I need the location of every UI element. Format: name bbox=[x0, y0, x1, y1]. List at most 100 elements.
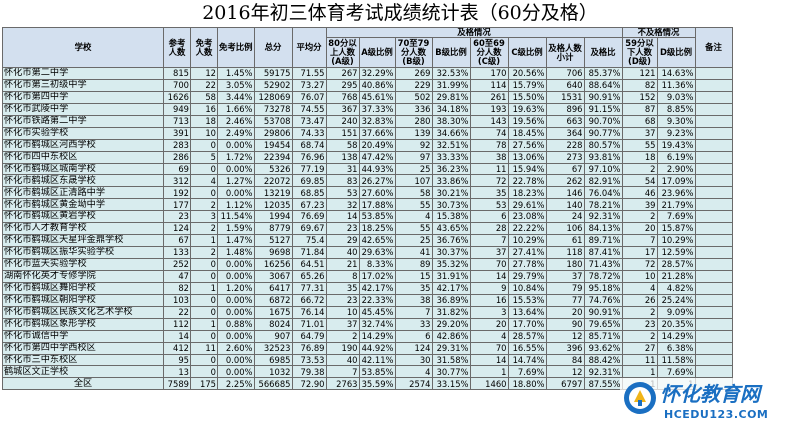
table-row: 怀化市蓝天实验学校 252 0 0.00% 16256 64.51 21 8.33% 89 35.… bbox=[2, 258, 733, 271]
table-row: 怀化市鹤城区民族文化艺术学校 22 0 0.00% 1675 76.14 10 45.45% 7… bbox=[2, 305, 733, 319]
cell-remark bbox=[694, 281, 733, 295]
cell-c-rate: 10.29% bbox=[507, 234, 547, 248]
cell-a-count: 58 bbox=[325, 138, 360, 152]
cell-average: 64.79 bbox=[291, 329, 327, 343]
cell-remark bbox=[694, 365, 733, 379]
cell-total-score: 6985 bbox=[253, 353, 293, 367]
cell-pass-subtotal: 20 bbox=[545, 305, 585, 319]
cell-d-rate: 19.43% bbox=[656, 138, 696, 152]
cell-exam-count: 82 bbox=[163, 281, 191, 295]
cell-a-rate: 32.74% bbox=[358, 317, 396, 331]
header-b-rate: B级比例 bbox=[431, 37, 471, 68]
cell-a-rate: 42.11% bbox=[358, 353, 396, 367]
cell-b-count: 124 bbox=[394, 341, 433, 355]
cell-b-count: 4 bbox=[394, 210, 433, 224]
cell-pass-rate: 92.31% bbox=[583, 365, 623, 379]
cell-remark bbox=[694, 150, 733, 164]
cell-c-count: 6 bbox=[469, 210, 509, 224]
cell-a-count: 21 bbox=[325, 258, 360, 271]
cell-exempt-count: 1 bbox=[190, 317, 218, 331]
cell-d-count: 10 bbox=[621, 269, 658, 283]
cell-average: 75.4 bbox=[291, 234, 327, 248]
cell-pass-rate: 79.65% bbox=[583, 317, 623, 331]
cell-d-count: 82 bbox=[621, 78, 658, 92]
cell-remark bbox=[694, 138, 733, 152]
cell-b-count: 41 bbox=[394, 246, 433, 259]
cell-remark bbox=[694, 174, 733, 188]
cell-average: 73.53 bbox=[291, 353, 327, 367]
cell-school: 怀化市第四中学 bbox=[2, 90, 164, 104]
cell-b-rate: 38.30% bbox=[431, 114, 471, 128]
cell-b-count: 336 bbox=[394, 102, 433, 116]
cell-d-rate: 23.96% bbox=[656, 186, 696, 200]
cell-b-count: 30 bbox=[394, 353, 433, 367]
table-row: 怀化市鹤城区象形学校 112 1 0.88% 8024 71.01 37 32.74% 33 29… bbox=[2, 317, 733, 331]
cell-average: 79.38 bbox=[291, 365, 327, 379]
cell-a-rate: 32.29% bbox=[358, 67, 396, 80]
cell-a-rate: 42.17% bbox=[358, 281, 396, 295]
table-row: 怀化市鹤城区黄岩学校 23 3 11.54% 1994 76.69 14 53.85% 4 15.… bbox=[2, 210, 733, 224]
cell-pass-subtotal: 180 bbox=[545, 258, 585, 271]
cell-c-count: 72 bbox=[469, 174, 509, 188]
cell-pass-rate: 78.72% bbox=[583, 269, 623, 283]
cell-a-count: 367 bbox=[325, 102, 360, 116]
header-exempt-count: 免考人数 bbox=[190, 27, 218, 68]
cell-c-count: 14 bbox=[469, 269, 509, 283]
cell-c-rate: 29.61% bbox=[507, 198, 547, 212]
cell-exam-count: 95 bbox=[163, 353, 191, 367]
cell-b-count: 25 bbox=[394, 162, 433, 176]
cell-b-rate: 31.99% bbox=[431, 78, 471, 92]
table-row: 怀化市第三初级中学 700 22 3.05% 52902 73.27 295 40.86% 22… bbox=[2, 78, 733, 92]
cell-b-count: 92 bbox=[394, 138, 433, 152]
cell-b-rate: 31.58% bbox=[431, 353, 471, 367]
cell-remark bbox=[694, 210, 733, 224]
cell-exempt-count: 0 bbox=[190, 329, 218, 343]
table-row: 怀化市鹤城区黄金坳中学 177 2 1.12% 12035 67.23 32 17.88% 55… bbox=[2, 198, 733, 212]
cell-school: 怀化市鹤城区正清路中学 bbox=[2, 186, 164, 200]
cell-pass-subtotal: 84 bbox=[545, 353, 585, 367]
cell-b-rate: 15.38% bbox=[431, 210, 471, 224]
header-total-score: 总分 bbox=[253, 27, 293, 68]
cell-exam-count: 283 bbox=[163, 138, 191, 152]
cell-average: 68.74 bbox=[291, 138, 327, 152]
cell-d-count: 11 bbox=[621, 353, 658, 367]
cell-average: 67.23 bbox=[291, 198, 327, 212]
cell-c-rate: 18.23% bbox=[507, 186, 547, 200]
cell-exempt-count: 0 bbox=[190, 258, 218, 271]
cell-school: 怀化市鹤城区民族文化艺术学校 bbox=[2, 305, 164, 319]
cell-c-rate: 29.79% bbox=[507, 269, 547, 283]
cell-school: 怀化市人才教育学校 bbox=[2, 222, 164, 236]
cell-a-rate: 53.85% bbox=[358, 210, 396, 224]
cell-total-score: 1032 bbox=[253, 365, 293, 379]
cell-a-count: 40 bbox=[325, 246, 360, 259]
cell-a-rate: 14.29% bbox=[358, 329, 396, 343]
cell-a-rate: 37.33% bbox=[358, 102, 396, 116]
cell-remark bbox=[694, 162, 733, 176]
cell-exempt-count: 2 bbox=[190, 222, 218, 236]
table-row: 怀化市鹤城区朝阳学校 103 0 0.00% 6872 66.72 23 22.33% 38 36… bbox=[2, 293, 733, 307]
cell-pass-rate: 85.37% bbox=[583, 67, 623, 80]
cell-d-rate: 28.57% bbox=[656, 258, 696, 271]
cell-exam-count: 949 bbox=[163, 102, 191, 116]
cell-pass-subtotal: 67 bbox=[545, 162, 585, 176]
cell-pass-rate: 90.70% bbox=[583, 114, 623, 128]
cell-b-count: 25 bbox=[394, 234, 433, 248]
cell-b-rate: 34.18% bbox=[431, 102, 471, 116]
cell-exam-count: 1626 bbox=[163, 90, 191, 104]
cell-average: 69.67 bbox=[291, 222, 327, 236]
cell-pass-subtotal: 118 bbox=[545, 246, 585, 259]
cell-pass-rate: 71.43% bbox=[583, 258, 623, 271]
cell-exempt-count: 11 bbox=[190, 341, 218, 355]
cell-exempt-rate: 2.46% bbox=[217, 114, 255, 128]
watermark-url: HCEDU123.COM bbox=[664, 408, 769, 421]
cell-d-count: 2 bbox=[621, 210, 658, 224]
cell-exempt-count: 58 bbox=[190, 90, 218, 104]
cell-a-count: 768 bbox=[325, 90, 360, 104]
table-row: 湖南怀化英才专修学院 47 0 0.00% 3067 65.26 8 17.02% 15 31.9… bbox=[2, 269, 733, 283]
cell-pass-rate: 88.64% bbox=[583, 78, 623, 92]
cell-total-score: 8024 bbox=[253, 317, 293, 331]
cell-remark bbox=[694, 67, 733, 80]
cell-a-count: 10 bbox=[325, 305, 360, 319]
cell-c-rate: 16.55% bbox=[507, 341, 547, 355]
cell-d-rate: 4.82% bbox=[656, 281, 696, 295]
